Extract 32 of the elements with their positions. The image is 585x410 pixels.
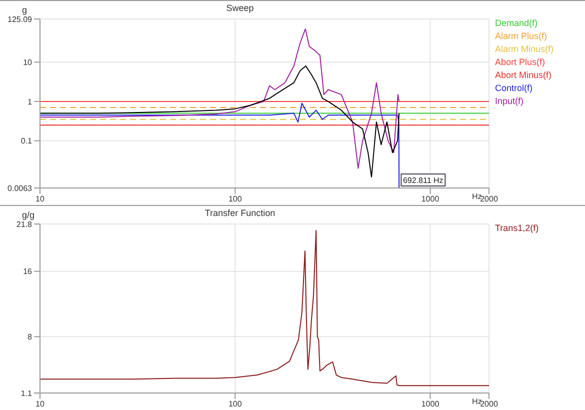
x-axis-title: Hz — [472, 397, 482, 406]
y-tick-label: 1 — [28, 97, 33, 106]
text: Abort Plus(f) — [495, 56, 546, 69]
text: Alarm Minus(f) — [495, 43, 555, 56]
y-tick-label: 8 — [28, 332, 33, 342]
x-tick-label: 2000 — [480, 194, 498, 204]
text: Abort Minus(f) — [495, 69, 553, 82]
y-axis-title: g — [22, 5, 28, 15]
text: Demand(f) — [495, 17, 539, 30]
x-tick-label: 10 — [36, 194, 45, 204]
x-tick-label: 10 — [36, 400, 45, 409]
x-tick-label: 1000 — [421, 194, 440, 204]
y-axis-title: g/g — [22, 210, 35, 220]
text: Input(f) — [495, 95, 525, 108]
y-tick-label: 21.8 — [16, 220, 33, 229]
chart-title: Sweep — [226, 3, 254, 13]
y-tick-label: 1.1 — [20, 388, 33, 398]
y-tick-label: 0.1 — [20, 136, 33, 146]
y-tick-label: 0.0063 — [8, 184, 33, 193]
x-tick-label: 100 — [228, 194, 242, 204]
text: Alarm Plus(f) — [495, 30, 548, 43]
text: Trans1,2(f) — [495, 222, 581, 235]
y-tick-label: 10 — [23, 58, 33, 67]
annotation: 692.811 Hz — [402, 176, 444, 185]
x-tick-label: 1000 — [421, 400, 440, 409]
y-tick-label: 16 — [23, 267, 33, 276]
y-tick-label: 125.09 — [8, 14, 33, 24]
x-axis-title: Hz — [472, 192, 482, 201]
text: Control(f) — [495, 82, 534, 95]
x-tick-label: 100 — [228, 400, 242, 409]
chart-title: Transfer Function — [204, 208, 276, 218]
x-tick-label: 2000 — [480, 400, 498, 409]
